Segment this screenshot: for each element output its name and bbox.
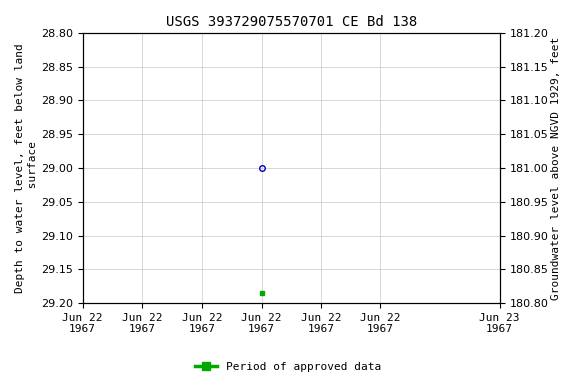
Y-axis label: Depth to water level, feet below land
 surface: Depth to water level, feet below land su… bbox=[15, 43, 38, 293]
Title: USGS 393729075570701 CE Bd 138: USGS 393729075570701 CE Bd 138 bbox=[165, 15, 417, 29]
Y-axis label: Groundwater level above NGVD 1929, feet: Groundwater level above NGVD 1929, feet bbox=[551, 36, 561, 300]
Legend: Period of approved data: Period of approved data bbox=[191, 358, 385, 377]
